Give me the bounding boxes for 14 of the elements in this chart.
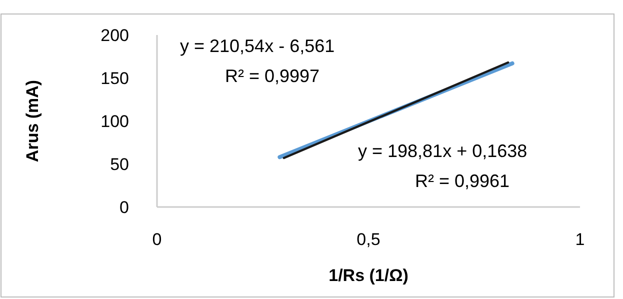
- y-tick-label: 200: [100, 26, 129, 45]
- x-tick-label: 0,5: [356, 230, 380, 249]
- annotation: R² = 0,9961: [415, 171, 510, 191]
- x-tick-label: 1: [575, 230, 585, 249]
- y-tick-label: 100: [100, 112, 129, 131]
- annotation: y = 210,54x - 6,561: [180, 36, 335, 56]
- y-tick-label: 50: [110, 154, 129, 174]
- x-axis-title: 1/Rs (1/Ω): [328, 266, 408, 285]
- x-tick-label: 0: [152, 230, 162, 249]
- annotation: y = 198,81x + 0,1638: [358, 141, 528, 161]
- y-tick-label: 150: [100, 68, 129, 88]
- annotation: R² = 0,9997: [225, 66, 320, 86]
- y-axis-title: Arus (mA): [23, 80, 42, 162]
- y-tick-label: 0: [120, 198, 129, 217]
